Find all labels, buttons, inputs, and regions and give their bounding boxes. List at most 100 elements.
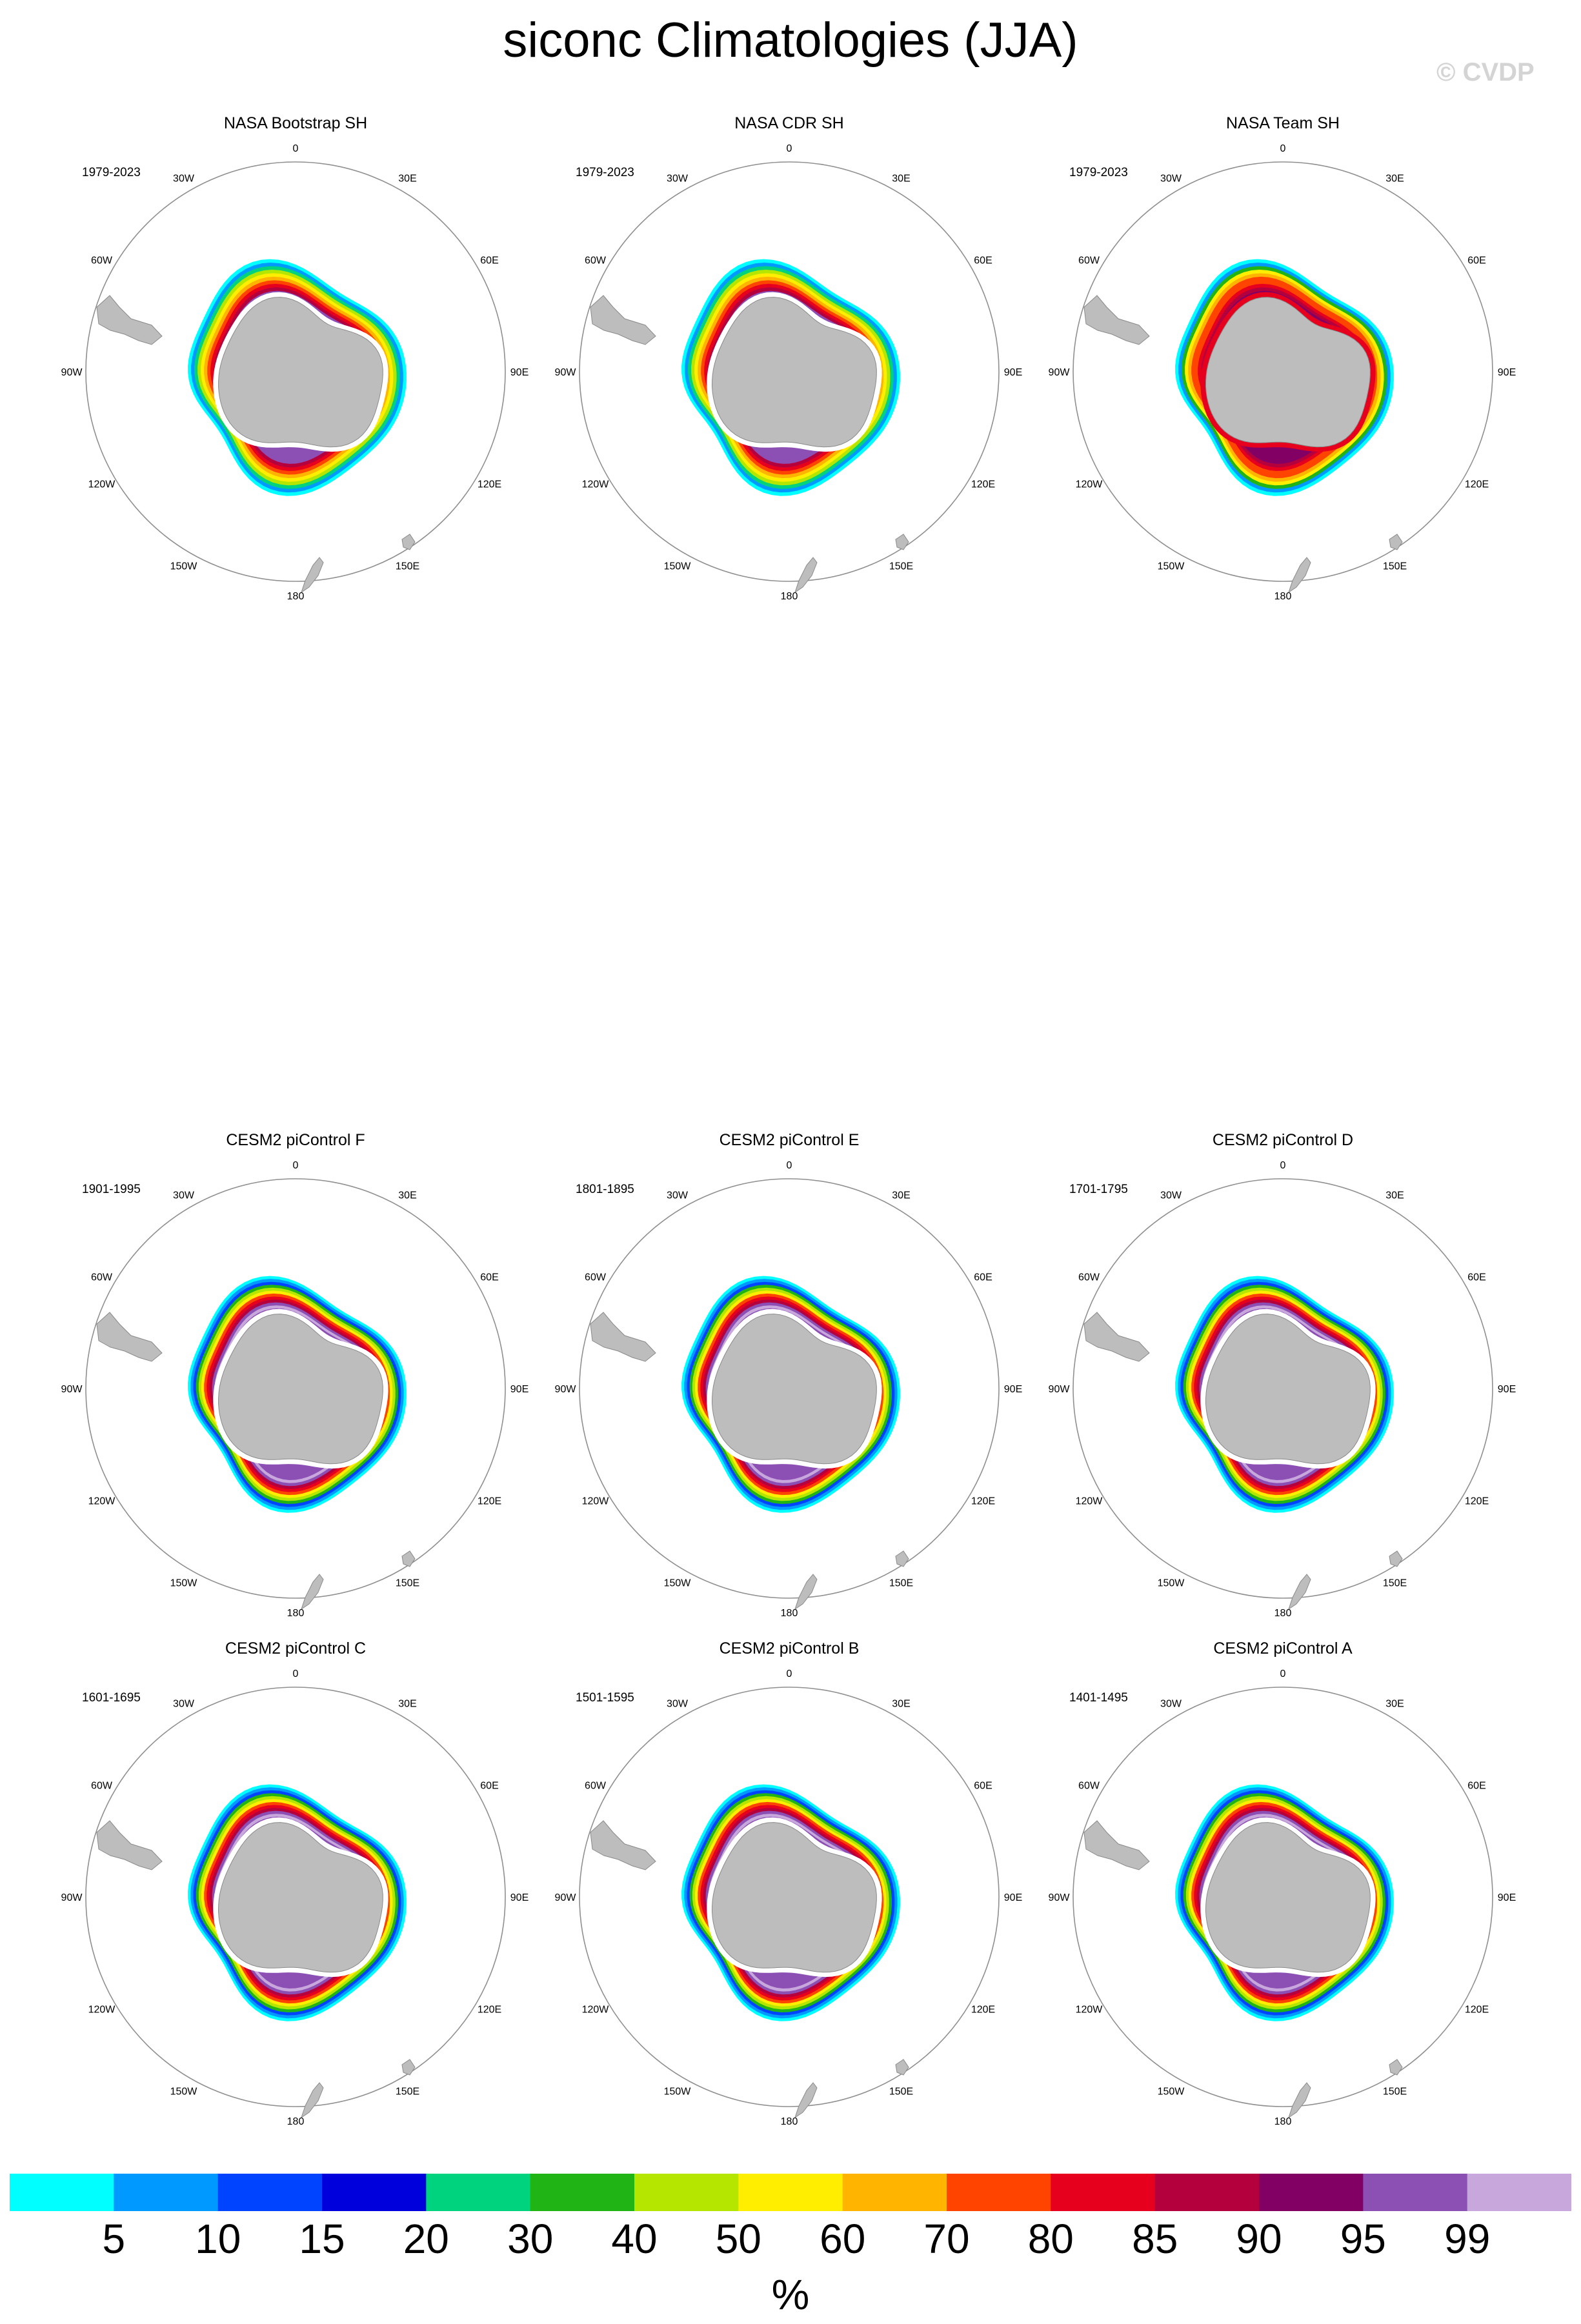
colorbar-segment	[1363, 2174, 1468, 2211]
longitude-label: 0	[1280, 1160, 1286, 1171]
map-group: 0 30E 60E 90E 120E 150E 180 150W 120W 90W 60W 30W	[61, 1668, 529, 2127]
longitude-label: 150W	[170, 561, 198, 572]
longitude-label: 30E	[398, 1699, 416, 1710]
longitude-label: 90W	[555, 1384, 577, 1395]
colorbar-tick-label: 50	[715, 2216, 761, 2262]
longitude-label: 90E	[510, 367, 529, 378]
longitude-label: 90W	[61, 1384, 83, 1395]
longitude-label: 0	[293, 143, 299, 154]
antarctica-landmass	[711, 1314, 877, 1465]
tasmania-landmass	[1389, 534, 1403, 550]
longitude-label: 60E	[480, 1272, 498, 1283]
longitude-label: 60W	[585, 255, 607, 266]
new-zealand-landmass	[1288, 557, 1311, 594]
south-america-landmass	[96, 1820, 163, 1870]
longitude-label: 180	[1274, 2116, 1292, 2127]
new-zealand-landmass	[794, 557, 818, 594]
panel-period: 1401-1495	[1069, 1691, 1128, 1705]
longitude-label: 30W	[667, 1699, 689, 1710]
panel-title: CESM2 piControl E	[719, 1131, 860, 1149]
panel-title: CESM2 piControl C	[225, 1639, 367, 1658]
longitude-label: 120E	[1465, 1496, 1489, 1507]
longitude-label: 180	[781, 591, 798, 602]
longitude-label: 30W	[1160, 1699, 1182, 1710]
longitude-label: 60W	[585, 1272, 607, 1283]
tasmania-landmass	[895, 2059, 909, 2076]
panel-title: CESM2 piControl B	[719, 1639, 860, 1658]
antarctica-landmass	[217, 297, 383, 448]
map-panel-nasa-bootstrap: 0 30E 60E 90E 120E 150E 180 150W 120W 90W 60W 30W N…	[48, 114, 543, 630]
longitude-label: 60W	[1078, 1272, 1100, 1283]
colorbar-segment	[1154, 2174, 1260, 2211]
colorbar-segment	[217, 2174, 323, 2211]
longitude-label: 120E	[478, 2005, 501, 2016]
antarctica-landmass	[1205, 1314, 1371, 1465]
longitude-label: 60E	[480, 1781, 498, 1792]
new-zealand-landmass	[794, 1574, 818, 1610]
longitude-label: 30W	[667, 174, 689, 185]
colorbar-tick-label: 80	[1027, 2216, 1074, 2262]
panel-period: 1901-1995	[82, 1183, 141, 1196]
colorbar-tick-label: 10	[195, 2216, 241, 2262]
longitude-label: 120W	[582, 1496, 610, 1507]
longitude-label: 30E	[1385, 174, 1404, 185]
map-group: 0 30E 60E 90E 120E 150E 180 150W 120W 90W 60W 30W	[555, 143, 1023, 602]
colorbar-segment	[947, 2174, 1051, 2211]
longitude-label: 30E	[892, 174, 910, 185]
panel-period: 1801-1895	[576, 1183, 634, 1196]
longitude-label: 150E	[889, 561, 913, 572]
longitude-label: 30W	[173, 174, 195, 185]
tasmania-landmass	[401, 2059, 416, 2076]
antarctica-landmass	[1205, 1822, 1371, 1973]
south-america-landmass	[1083, 295, 1150, 345]
map-group: 0 30E 60E 90E 120E 150E 180 150W 120W 90W 60W 30W	[555, 1668, 1023, 2127]
longitude-label: 60W	[1078, 1781, 1100, 1792]
new-zealand-landmass	[301, 557, 324, 594]
longitude-label: 150E	[1383, 561, 1407, 572]
longitude-label: 150W	[1158, 2087, 1185, 2098]
longitude-label: 150E	[1383, 1578, 1407, 1589]
longitude-label: 60E	[1467, 255, 1485, 266]
colorbar-tick-label: 95	[1340, 2216, 1386, 2262]
colorbar-segment	[842, 2174, 947, 2211]
longitude-label: 60E	[974, 1781, 992, 1792]
colorbar-tick-label: 60	[820, 2216, 866, 2262]
colorbar-tick-label: 40	[611, 2216, 658, 2262]
south-america-landmass	[1083, 1312, 1150, 1362]
longitude-label: 90E	[1004, 1892, 1022, 1903]
longitude-label: 30E	[1385, 1190, 1404, 1201]
colorbar-segment	[1467, 2174, 1571, 2211]
panel-period: 1501-1595	[576, 1691, 634, 1705]
longitude-label: 0	[1280, 143, 1286, 154]
longitude-label: 150W	[1158, 561, 1185, 572]
longitude-label: 120E	[1465, 2005, 1489, 2016]
colorbar-tick-label: 99	[1444, 2216, 1491, 2262]
longitude-label: 60E	[974, 1272, 992, 1283]
colorbar-segment	[530, 2174, 635, 2211]
panel-title: NASA Bootstrap SH	[223, 114, 368, 132]
tasmania-landmass	[895, 534, 909, 550]
longitude-label: 60W	[1078, 255, 1100, 266]
longitude-label: 150W	[664, 2087, 692, 2098]
new-zealand-landmass	[301, 1574, 324, 1610]
map-panel-cesm2-d: 0 30E 60E 90E 120E 150E 180 150W 120W 90W 60W 30W C…	[1036, 1130, 1530, 1647]
longitude-label: 120E	[971, 1496, 995, 1507]
longitude-label: 150E	[396, 2087, 419, 2098]
south-america-landmass	[96, 1312, 163, 1362]
polar-map: 0 30E 60E 90E 120E 150E 180 150W 120W 90W 60W 30W	[555, 143, 1023, 602]
polar-map: 0 30E 60E 90E 120E 150E 180 150W 120W 90W 60W 30W	[1049, 1160, 1516, 1619]
longitude-label: 30W	[1160, 174, 1182, 185]
south-america-landmass	[96, 295, 163, 345]
panel-title: CESM2 piControl A	[1213, 1639, 1353, 1658]
longitude-label: 90W	[61, 1892, 83, 1903]
antarctica-landmass	[1205, 297, 1371, 448]
colorbar-segment	[738, 2174, 843, 2211]
longitude-label: 30E	[892, 1699, 910, 1710]
longitude-label: 30E	[398, 1190, 416, 1201]
tasmania-landmass	[401, 1550, 416, 1567]
panel-period: 1701-1795	[1069, 1183, 1128, 1196]
colorbar-segment	[114, 2174, 219, 2211]
new-zealand-landmass	[1288, 1574, 1311, 1610]
map-panel-cesm2-c: 0 30E 60E 90E 120E 150E 180 150W 120W 90W 60W 30W C…	[48, 1639, 543, 2155]
south-america-landmass	[1083, 1820, 1150, 1870]
